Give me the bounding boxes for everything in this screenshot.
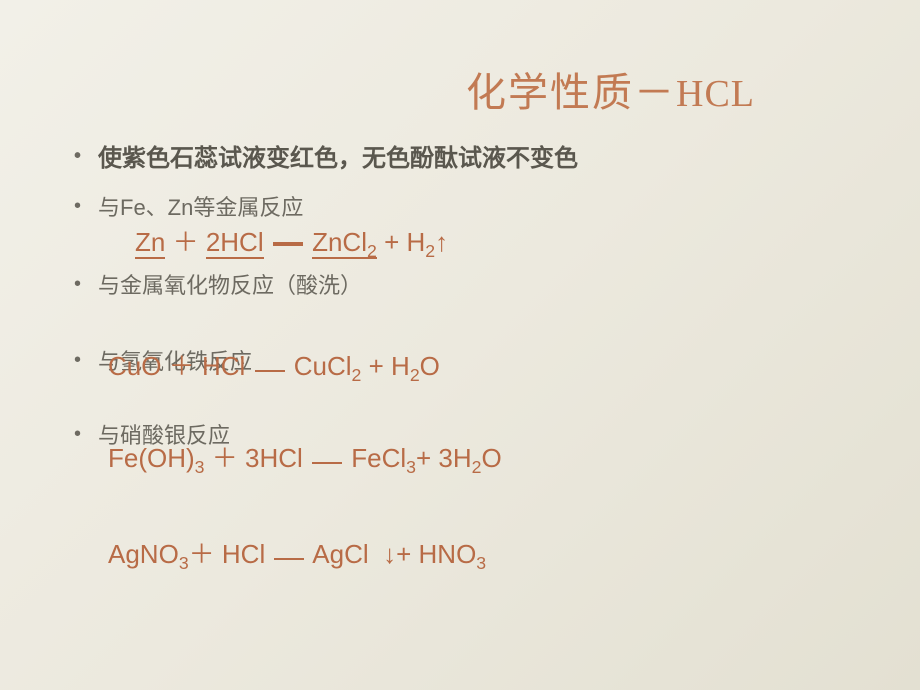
eq-lhs-a-text: AgNO [108,539,179,569]
eq-lhs-a-text: Fe(OH) [108,443,195,473]
title-main: 化学性质－ [466,71,676,115]
sub-text: 3 [406,457,416,477]
eq-rhs-b-text: 3H [438,443,471,473]
sub-text: 3 [476,553,486,573]
eq-rhs-b-tail: O [482,443,502,473]
slide-container: 化学性质－HCL 使紫色石蕊试液变红色，无色酚酞试液不变色 与Fe、Zn等金属反… [0,0,920,690]
arrow-glyph: ↓ [383,539,396,569]
eq-rhs-b: H2 [406,227,435,257]
eq-rhs-b: HNO3 [419,539,487,569]
equation-agno3-hcl: AgNO3＋ HCl AgCl ↓+ HNO3 [108,534,486,571]
sub-text: 2 [367,241,377,261]
plus-icon: + [416,443,438,473]
eq-lhs-a: CuO [108,351,161,381]
equals-icon [312,462,342,464]
bullet-text: 与金属氧化物反应（酸洗） [98,273,362,298]
eq-rhs-a: ZnCl2 [312,227,377,259]
sub-text: 3 [179,553,189,573]
eq-lhs-b: HCl [222,539,265,569]
bullet-item-metals: 与Fe、Zn等金属反应 [70,190,303,225]
eq-rhs-b: 3H2O [438,443,501,473]
sub-text: 2 [472,457,482,477]
eq-rhs-b-text: HNO [419,539,477,569]
eq-lhs-a: Fe(OH)3 [108,443,205,473]
up-arrow-icon: ↑ [435,227,448,257]
bullet-text: 使紫色石蕊试液变红色，无色酚酞试液不变色 [98,145,578,172]
slide-title: 化学性质－HCL [466,60,755,118]
eq-lhs-b: 3HCl [245,443,303,473]
eq-lhs-b: HCl [202,351,245,381]
eq-rhs-b: H2O [391,351,440,381]
eq-rhs-a: FeCl3 [351,443,416,473]
eq-rhs-a: CuCl2 [294,351,362,381]
bullet-list: 使紫色石蕊试液变红色，无色酚酞试液不变色 与Fe、Zn等金属反应 与金属氧化物反… [70,140,860,188]
eq-rhs-a-text: FeCl [351,443,406,473]
bullet-item-indicator: 使紫色石蕊试液变红色，无色酚酞试液不变色 [70,140,860,178]
plus-icon: ＋ [173,227,206,257]
eq-rhs-b-text: H [391,351,410,381]
plus-icon: + [384,227,406,257]
equals-icon [274,558,304,560]
equation-zn-hcl: Zn ＋ 2HCl ZnCl2 + H2↑ [135,222,448,259]
bullet-item-metal-oxide: 与金属氧化物反应（酸洗） [70,268,362,303]
eq-rhs-a: AgCl [312,539,368,569]
space-text [287,351,294,381]
plus-icon: ＋ [169,351,202,381]
eq-lhs-b: 2HCl [206,227,264,259]
title-roman: HCL [676,73,755,115]
sub-text: 2 [410,365,420,385]
sub-text: 3 [195,457,205,477]
sub-text: 2 [352,365,362,385]
eq-lhs-a: Zn [135,227,165,259]
bullet-text: 与Fe、Zn等金属反应 [98,195,303,220]
eq-rhs-b-text: H [406,227,425,257]
sub-text: 2 [425,241,435,261]
equation-feoh3-hcl: Fe(OH)3 ＋ 3HCl FeCl3+ 3H2O [108,438,502,475]
eq-lhs-a: AgNO3 [108,539,189,569]
equals-icon [273,242,303,246]
equation-cuo-hcl: CuO ＋ HCl CuCl2 + H2O [108,346,440,383]
plus-icon: + [369,351,391,381]
eq-rhs-b-tail: O [420,351,440,381]
plus-icon: + [396,539,418,569]
down-arrow-icon: ↓ [376,539,396,569]
eq-rhs-a-text: ZnCl [312,227,367,257]
equals-icon [255,370,285,372]
plus-icon: ＋ [212,443,245,473]
plus-icon: ＋ [189,539,222,569]
eq-rhs-a-text: CuCl [294,351,352,381]
